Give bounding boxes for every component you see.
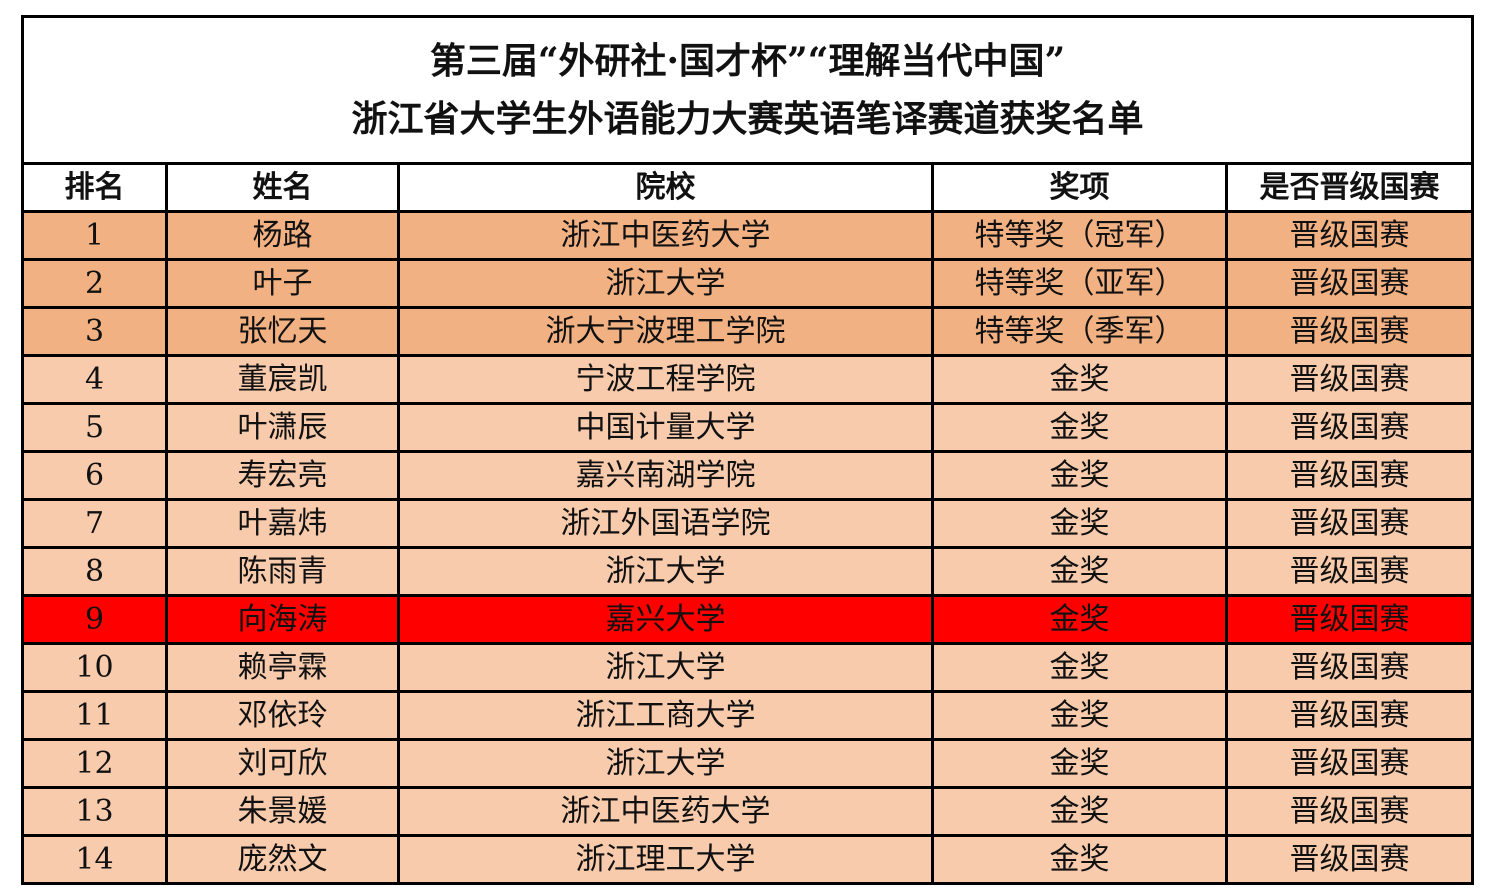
cell-award: 金奖 bbox=[931, 402, 1228, 453]
header-advance: 是否晋级国赛 bbox=[1224, 162, 1475, 213]
table-row: 5 叶潇辰 中国计量大学 金奖 晋级国赛 bbox=[21, 402, 1475, 453]
cell-rank: 9 bbox=[21, 594, 168, 645]
header-award: 奖项 bbox=[931, 162, 1228, 213]
cell-award: 金奖 bbox=[931, 786, 1228, 837]
table-row: 1 杨路 浙江中医药大学 特等奖（冠军） 晋级国赛 bbox=[21, 210, 1475, 261]
cell-advance: 晋级国赛 bbox=[1224, 354, 1475, 405]
cell-award: 特等奖（亚军） bbox=[931, 258, 1228, 309]
cell-rank: 3 bbox=[21, 306, 168, 357]
table-row: 13 朱景媛 浙江中医药大学 金奖 晋级国赛 bbox=[21, 786, 1475, 837]
table-row: 6 寿宏亮 嘉兴南湖学院 金奖 晋级国赛 bbox=[21, 450, 1475, 501]
cell-rank: 6 bbox=[21, 450, 168, 501]
table-row: 11 邓依玲 浙江工商大学 金奖 晋级国赛 bbox=[21, 690, 1475, 741]
cell-name: 叶子 bbox=[165, 258, 400, 309]
table-row: 2 叶子 浙江大学 特等奖（亚军） 晋级国赛 bbox=[21, 258, 1475, 309]
cell-school: 浙大宁波理工学院 bbox=[397, 306, 934, 357]
cell-award: 金奖 bbox=[931, 642, 1228, 693]
cell-rank: 12 bbox=[21, 738, 168, 789]
cell-school: 浙江外国语学院 bbox=[397, 498, 934, 549]
cell-rank: 7 bbox=[21, 498, 168, 549]
table-row: 14 庞然文 浙江理工大学 金奖 晋级国赛 bbox=[21, 834, 1475, 885]
cell-rank: 5 bbox=[21, 402, 168, 453]
cell-school: 浙江大学 bbox=[397, 738, 934, 789]
cell-advance: 晋级国赛 bbox=[1224, 258, 1475, 309]
title-line-1: 第三届“外研社·国才杯”“理解当代中国” bbox=[429, 40, 1066, 82]
title-row: 第三届“外研社·国才杯”“理解当代中国” 浙江省大学生外语能力大赛英语笔译赛道获… bbox=[20, 15, 1475, 165]
cell-advance: 晋级国赛 bbox=[1224, 642, 1475, 693]
cell-school: 嘉兴南湖学院 bbox=[397, 450, 934, 501]
cell-rank: 8 bbox=[21, 546, 168, 597]
cell-school: 宁波工程学院 bbox=[397, 354, 934, 405]
cell-name: 赖亭霖 bbox=[165, 642, 400, 693]
cell-award: 金奖 bbox=[931, 738, 1228, 789]
cell-rank: 1 bbox=[21, 210, 168, 261]
cell-award: 金奖 bbox=[931, 498, 1228, 549]
cell-advance: 晋级国赛 bbox=[1224, 594, 1475, 645]
title-line-2: 浙江省大学生外语能力大赛英语笔译赛道获奖名单 bbox=[351, 98, 1144, 140]
cell-advance: 晋级国赛 bbox=[1224, 834, 1475, 885]
cell-school: 浙江大学 bbox=[397, 642, 934, 693]
cell-advance: 晋级国赛 bbox=[1224, 690, 1475, 741]
cell-school: 浙江大学 bbox=[397, 258, 934, 309]
cell-school: 浙江中医药大学 bbox=[397, 786, 934, 837]
cell-award: 金奖 bbox=[931, 546, 1228, 597]
cell-school: 浙江中医药大学 bbox=[397, 210, 934, 261]
cell-rank: 4 bbox=[21, 354, 168, 405]
cell-award: 金奖 bbox=[931, 354, 1228, 405]
table-title: 第三届“外研社·国才杯”“理解当代中国” 浙江省大学生外语能力大赛英语笔译赛道获… bbox=[20, 15, 1475, 165]
header-row: 排名 姓名 院校 奖项 是否晋级国赛 bbox=[21, 162, 1475, 213]
cell-name: 董宸凯 bbox=[165, 354, 400, 405]
cell-school: 浙江理工大学 bbox=[397, 834, 934, 885]
cell-name: 叶潇辰 bbox=[165, 402, 400, 453]
cell-advance: 晋级国赛 bbox=[1224, 450, 1475, 501]
table-row: 8 陈雨青 浙江大学 金奖 晋级国赛 bbox=[21, 546, 1475, 597]
table-row: 3 张忆天 浙大宁波理工学院 特等奖（季军） 晋级国赛 bbox=[21, 306, 1475, 357]
cell-name: 寿宏亮 bbox=[165, 450, 400, 501]
cell-rank: 10 bbox=[21, 642, 168, 693]
cell-name: 邓依玲 bbox=[165, 690, 400, 741]
cell-award: 金奖 bbox=[931, 834, 1228, 885]
cell-school: 嘉兴大学 bbox=[397, 594, 934, 645]
table-row: 9 向海涛 嘉兴大学 金奖 晋级国赛 bbox=[21, 594, 1475, 645]
header-school: 院校 bbox=[397, 162, 934, 213]
cell-advance: 晋级国赛 bbox=[1224, 546, 1475, 597]
cell-rank: 14 bbox=[21, 834, 168, 885]
cell-school: 中国计量大学 bbox=[397, 402, 934, 453]
cell-advance: 晋级国赛 bbox=[1224, 210, 1475, 261]
cell-name: 庞然文 bbox=[165, 834, 400, 885]
cell-name: 杨路 bbox=[165, 210, 400, 261]
header-name: 姓名 bbox=[165, 162, 400, 213]
cell-advance: 晋级国赛 bbox=[1224, 402, 1475, 453]
table-row: 10 赖亭霖 浙江大学 金奖 晋级国赛 bbox=[21, 642, 1475, 693]
cell-advance: 晋级国赛 bbox=[1224, 498, 1475, 549]
cell-advance: 晋级国赛 bbox=[1224, 738, 1475, 789]
cell-award: 金奖 bbox=[931, 450, 1228, 501]
cell-name: 向海涛 bbox=[165, 594, 400, 645]
cell-advance: 晋级国赛 bbox=[1224, 786, 1475, 837]
award-table: 第三届“外研社·国才杯”“理解当代中国” 浙江省大学生外语能力大赛英语笔译赛道获… bbox=[20, 15, 1475, 885]
cell-name: 张忆天 bbox=[165, 306, 400, 357]
header-rank: 排名 bbox=[21, 162, 168, 213]
table-row: 7 叶嘉炜 浙江外国语学院 金奖 晋级国赛 bbox=[21, 498, 1475, 549]
cell-name: 陈雨青 bbox=[165, 546, 400, 597]
cell-award: 特等奖（季军） bbox=[931, 306, 1228, 357]
cell-award: 金奖 bbox=[931, 690, 1228, 741]
cell-rank: 11 bbox=[21, 690, 168, 741]
cell-award: 特等奖（冠军） bbox=[931, 210, 1228, 261]
cell-advance: 晋级国赛 bbox=[1224, 306, 1475, 357]
cell-rank: 13 bbox=[21, 786, 168, 837]
table-row: 4 董宸凯 宁波工程学院 金奖 晋级国赛 bbox=[21, 354, 1475, 405]
cell-rank: 2 bbox=[21, 258, 168, 309]
cell-name: 刘可欣 bbox=[165, 738, 400, 789]
cell-school: 浙江大学 bbox=[397, 546, 934, 597]
cell-award: 金奖 bbox=[931, 594, 1228, 645]
cell-school: 浙江工商大学 bbox=[397, 690, 934, 741]
cell-name: 朱景媛 bbox=[165, 786, 400, 837]
cell-name: 叶嘉炜 bbox=[165, 498, 400, 549]
table-row: 12 刘可欣 浙江大学 金奖 晋级国赛 bbox=[21, 738, 1475, 789]
